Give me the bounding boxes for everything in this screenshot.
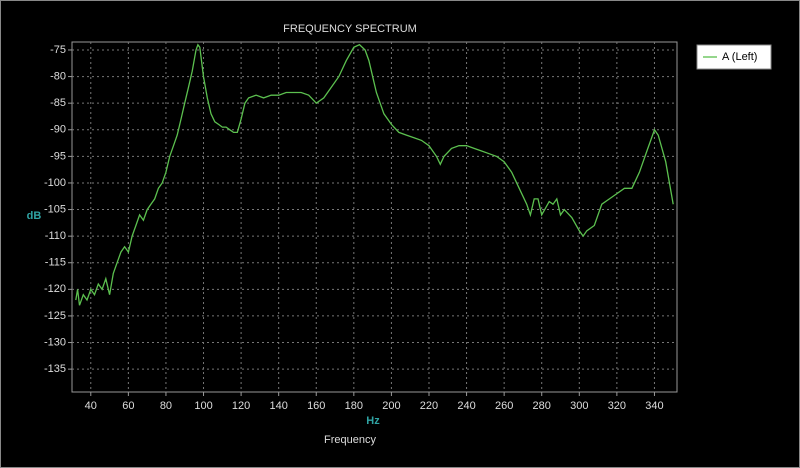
x-tick-label: 220 xyxy=(420,400,438,412)
x-tick-label: 60 xyxy=(122,400,134,412)
x-tick-label: 240 xyxy=(457,400,475,412)
x-tick-label: 140 xyxy=(269,400,287,412)
y-tick-label: -85 xyxy=(50,97,66,109)
y-tick-label: -125 xyxy=(44,310,66,322)
y-tick-label: -95 xyxy=(50,150,66,162)
x-tick-label: 200 xyxy=(382,400,400,412)
chart-title: FREQUENCY SPECTRUM xyxy=(283,23,417,35)
x-tick-label: 300 xyxy=(570,400,588,412)
y-tick-label: -80 xyxy=(50,70,66,82)
x-tick-label: 320 xyxy=(608,400,626,412)
y-tick-label: -115 xyxy=(45,257,66,269)
y-tick-label: -75 xyxy=(50,44,66,56)
y-tick-label: -90 xyxy=(50,124,66,136)
y-tick-label: -100 xyxy=(44,177,66,189)
y-tick-label: -130 xyxy=(44,336,66,348)
y-tick-label: -105 xyxy=(44,203,66,215)
x-tick-label: 80 xyxy=(160,400,172,412)
plot-border xyxy=(71,41,678,393)
x-tick-label: 120 xyxy=(232,400,250,412)
x-tick-label: 340 xyxy=(645,400,663,412)
footer: Frequency xyxy=(324,434,376,446)
x-axis-label: Hz xyxy=(366,415,380,427)
x-tick-label: 40 xyxy=(85,400,97,412)
x-tick-label: 100 xyxy=(194,400,212,412)
line xyxy=(75,43,674,306)
x-tick-label: 280 xyxy=(533,400,551,412)
y-axis-label: dB xyxy=(27,210,42,222)
y-tick-label: -110 xyxy=(45,230,66,242)
legend-label: A (Left) xyxy=(722,51,757,63)
y-tick-label: -135 xyxy=(44,363,66,375)
x-tick-label: 160 xyxy=(307,400,325,412)
x-tick-label: 180 xyxy=(345,400,363,412)
legend: A (Left) xyxy=(696,44,772,70)
y-tick-label: -120 xyxy=(44,283,66,295)
x-tick-label: 260 xyxy=(495,400,513,412)
